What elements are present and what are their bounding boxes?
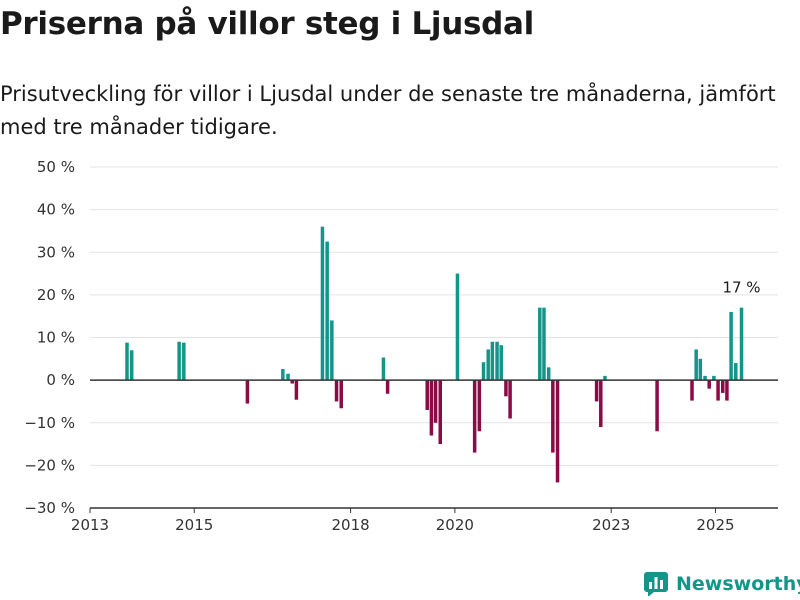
bar	[177, 341, 181, 381]
bar	[429, 380, 434, 436]
y-tick-label: 40 %	[37, 201, 75, 219]
bar	[499, 345, 503, 381]
x-tick-label: 2018	[332, 516, 370, 534]
bar	[508, 380, 512, 419]
bar	[698, 358, 703, 381]
x-tick-label: 2025	[696, 516, 734, 534]
bar	[290, 380, 294, 384]
bar	[433, 380, 438, 423]
bar	[721, 380, 725, 393]
bar	[599, 380, 603, 428]
bar	[551, 380, 555, 453]
y-tick-label: 0 %	[46, 371, 75, 389]
axes: −30 % −20 % −10 % 0 % 10 % 20 % 30 % 40 % 50 % 20…	[24, 158, 778, 534]
y-tick-label: −10 %	[24, 414, 75, 432]
y-tick-label: −20 %	[24, 456, 75, 474]
bar-chart-logo-icon	[644, 572, 668, 596]
bar	[381, 357, 386, 381]
newsworthy-logo: Newsworthy	[644, 570, 800, 598]
chart-subtitle: Prisutveckling för villor i Ljusdal unde…	[0, 82, 776, 139]
bar	[182, 342, 186, 381]
bar	[546, 367, 551, 381]
bar	[538, 307, 542, 381]
chart-title: Priserna på villor steg i Ljusdal	[0, 6, 534, 42]
bar	[712, 375, 716, 381]
x-tick-label: 2020	[436, 516, 474, 534]
y-tick-label: 30 %	[37, 243, 75, 261]
bar	[129, 350, 134, 381]
bar	[438, 380, 443, 445]
annotations: 17 %	[722, 279, 760, 297]
bar	[472, 380, 477, 453]
bar	[594, 380, 599, 402]
x-tick-label: 2023	[592, 516, 630, 534]
bar	[455, 273, 460, 381]
bar	[739, 307, 744, 381]
bar	[425, 380, 429, 410]
bar	[495, 341, 499, 381]
bar	[286, 373, 290, 381]
bar	[555, 380, 560, 483]
bar	[734, 363, 738, 381]
brand-name: Newsworthy	[676, 573, 800, 595]
bar	[320, 226, 325, 381]
bar	[703, 375, 707, 381]
y-tick-label: 10 %	[37, 329, 75, 347]
bar	[245, 380, 250, 404]
y-tick-label: −30 %	[24, 499, 75, 517]
bar	[504, 380, 508, 397]
x-tick-label: 2013	[71, 516, 109, 534]
bar	[281, 369, 285, 381]
bar	[477, 380, 482, 432]
bar	[694, 349, 698, 381]
y-tick-label: 50 %	[37, 158, 75, 176]
bar	[716, 380, 720, 401]
bar	[385, 380, 390, 394]
bar	[325, 241, 329, 381]
bar	[690, 380, 694, 401]
value-annotation: 17 %	[722, 279, 760, 297]
bar	[542, 307, 546, 381]
grid-lines	[90, 166, 778, 509]
bar	[655, 380, 659, 432]
bars	[125, 226, 744, 483]
y-tick-label: 20 %	[37, 286, 75, 304]
bar	[725, 380, 729, 401]
bar	[125, 342, 129, 381]
bar	[707, 380, 711, 389]
x-tick-label: 2015	[175, 516, 213, 534]
bar	[334, 380, 339, 402]
bar	[339, 380, 343, 409]
bar	[486, 349, 490, 381]
bar	[490, 341, 495, 381]
bar	[603, 375, 607, 381]
bar	[294, 380, 299, 400]
bar	[330, 320, 334, 381]
bar	[729, 311, 733, 381]
bar	[481, 362, 486, 381]
